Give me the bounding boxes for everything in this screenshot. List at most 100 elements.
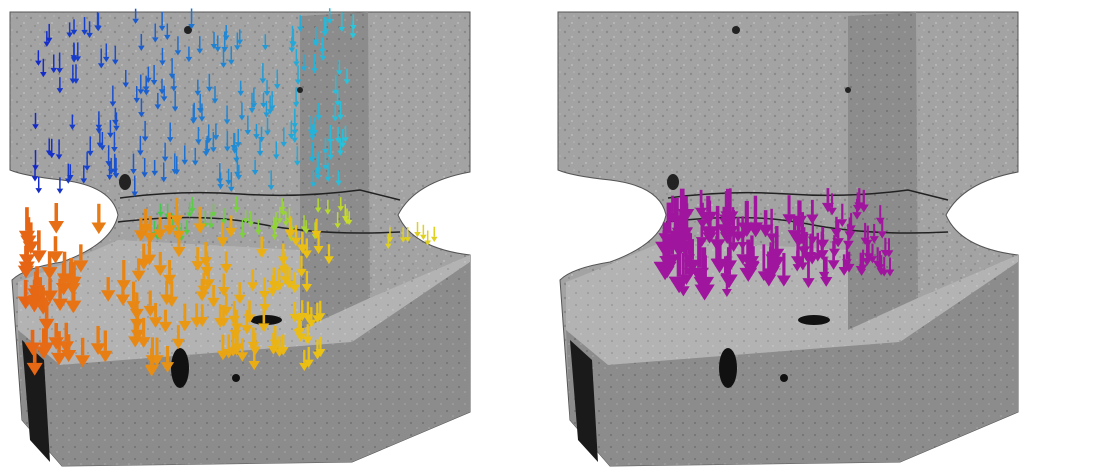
arrow-head <box>137 150 144 156</box>
arrow-head <box>260 102 267 109</box>
arrow-head <box>170 215 184 226</box>
arrow-head <box>56 68 63 74</box>
arrow <box>231 328 244 353</box>
arrow <box>207 285 220 308</box>
arrow-head <box>694 284 715 301</box>
arrow-head <box>829 248 840 258</box>
arrow <box>302 324 313 345</box>
arrow <box>301 238 312 259</box>
arrow-head <box>875 217 885 225</box>
arrow-head <box>210 44 218 50</box>
arrow-head <box>50 67 58 74</box>
arrow-head <box>224 146 231 152</box>
arrow-head <box>420 234 427 241</box>
arrow-head <box>776 275 791 287</box>
arrow-head <box>222 35 230 41</box>
arrow <box>335 170 342 186</box>
arrow <box>32 150 39 171</box>
arrow <box>829 235 840 258</box>
arrow <box>350 14 357 31</box>
arrow-head <box>80 178 88 184</box>
arrow-head <box>234 45 241 51</box>
arrow-head <box>284 230 296 239</box>
arrow-head <box>867 256 878 264</box>
arrow <box>816 231 827 259</box>
arrow-head <box>710 258 729 274</box>
arrow-head <box>282 221 290 227</box>
arrow <box>795 217 808 245</box>
arrow <box>315 336 326 357</box>
arrow-head <box>876 268 886 276</box>
arrow-head <box>430 236 438 242</box>
arrow-head <box>191 160 199 166</box>
arrow-head <box>336 70 343 76</box>
arrow <box>133 217 148 242</box>
arrow <box>852 192 863 213</box>
arrow <box>264 117 271 136</box>
arrow-head <box>288 133 295 140</box>
arrow-head <box>238 115 246 121</box>
arrow-head <box>56 88 64 94</box>
arrow <box>885 257 895 277</box>
arrow-head <box>862 257 873 266</box>
arrow-head <box>294 160 301 167</box>
arrow <box>300 215 308 232</box>
arrow <box>343 68 351 85</box>
arrow-head <box>144 365 159 377</box>
arrow <box>297 232 308 254</box>
arrow-head <box>20 235 37 249</box>
arrow-head <box>83 165 91 171</box>
arrow-head <box>766 233 778 243</box>
arrow-head <box>217 184 224 190</box>
arrow-head <box>162 274 177 286</box>
arrow-head <box>183 229 191 236</box>
arrow-head <box>262 45 269 51</box>
arrow <box>291 124 299 143</box>
arrow <box>673 209 689 245</box>
arrow-head <box>35 60 42 66</box>
arrow <box>17 245 35 279</box>
arrow-head <box>97 63 105 69</box>
arrow <box>137 74 145 95</box>
arrow-head <box>137 89 145 95</box>
arrow-head <box>300 226 308 232</box>
arrow <box>227 172 235 192</box>
arrow-head <box>136 337 151 349</box>
arrow-head <box>95 124 103 131</box>
arrow-head <box>314 170 321 176</box>
arrow-head <box>301 283 313 293</box>
arrow <box>70 19 78 36</box>
arrow-head <box>299 362 310 372</box>
arrow-head <box>827 207 837 216</box>
arrow-head <box>161 156 169 162</box>
arrow-head <box>32 124 39 130</box>
arrow <box>210 32 218 50</box>
arrow-head <box>230 323 243 333</box>
arrow <box>168 58 176 80</box>
arrow <box>131 175 139 197</box>
arrow <box>56 251 73 286</box>
arrow <box>331 104 339 122</box>
arrow-head <box>105 161 112 167</box>
arrow-head <box>159 294 174 306</box>
arrow <box>196 36 204 54</box>
arrow <box>173 156 181 175</box>
arrow <box>827 193 837 216</box>
arrow <box>98 330 113 363</box>
arrow <box>869 223 879 244</box>
arrow <box>159 47 166 66</box>
arrow <box>319 37 326 54</box>
arrow-head <box>206 86 213 92</box>
arrow <box>399 227 407 243</box>
arrow-head <box>86 150 94 157</box>
arrow <box>242 210 250 224</box>
arrow <box>334 89 341 107</box>
arrow <box>256 236 268 259</box>
arrow <box>132 8 139 24</box>
arrow-head <box>302 336 313 345</box>
arrow-head <box>267 287 279 297</box>
arrow-head <box>216 178 224 184</box>
arrow-head <box>693 276 715 294</box>
arrow-head <box>170 86 178 92</box>
arrow <box>143 290 158 317</box>
